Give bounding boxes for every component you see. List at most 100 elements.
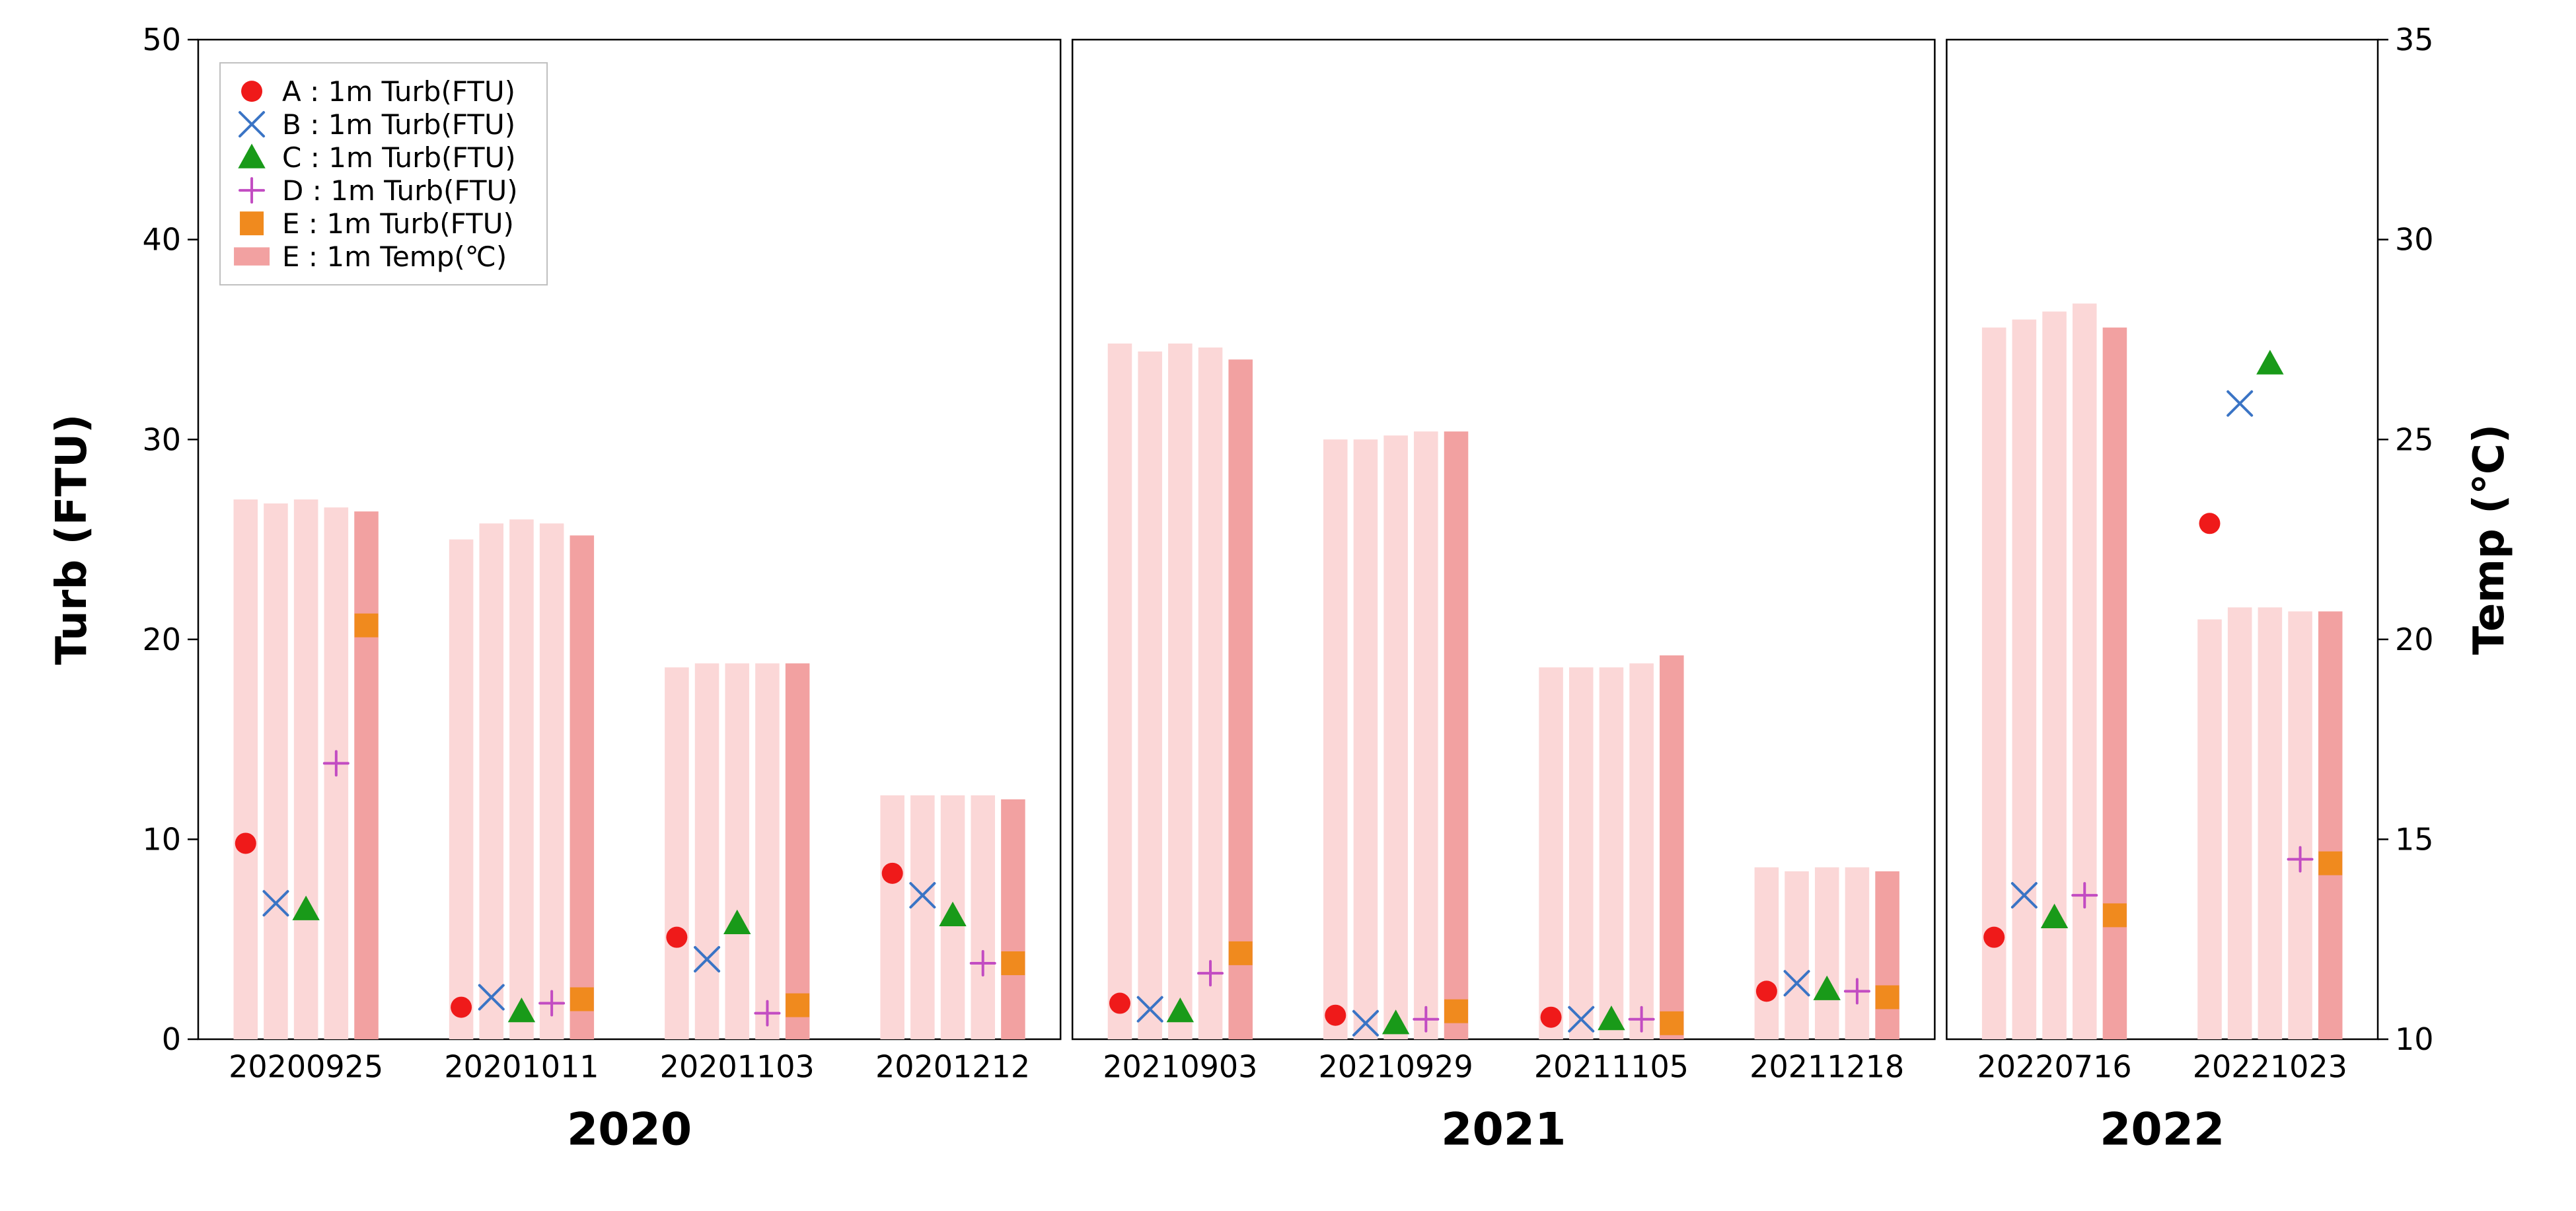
temp-bar [1629, 663, 1654, 1039]
marker-square [1444, 1000, 1468, 1023]
temp-bar [1198, 348, 1223, 1039]
marker-circle [666, 927, 687, 948]
temp-bar [2318, 611, 2343, 1039]
x-tick-label: 20220716 [1977, 1049, 2131, 1085]
temp-bar [1444, 431, 1469, 1039]
temp-bar [2197, 620, 2222, 1039]
temp-bar [294, 499, 318, 1039]
year-label: 2020 [567, 1104, 692, 1156]
temp-bar [1600, 667, 1624, 1039]
marker-circle [1541, 1007, 1562, 1028]
temp-bar [2288, 611, 2312, 1039]
y-right-tick-label: 20 [2395, 622, 2434, 657]
temp-bar [1383, 435, 1408, 1039]
legend-label: D : 1m Turb(FTU) [282, 174, 518, 207]
temp-bar [971, 795, 995, 1039]
marker-square [1229, 941, 1253, 965]
temp-bar [1755, 867, 1779, 1039]
marker-circle [2199, 513, 2220, 534]
y-left-tick-label: 10 [142, 822, 181, 858]
x-tick-label: 20201103 [660, 1049, 815, 1085]
marker-circle [1325, 1005, 1346, 1026]
x-tick-label: 20201212 [875, 1049, 1030, 1085]
y-left-tick-label: 30 [142, 422, 181, 457]
x-tick-label: 20210903 [1103, 1049, 1257, 1085]
year-label: 2022 [2100, 1104, 2225, 1156]
temp-bar [2012, 320, 2037, 1039]
temp-bar [1785, 871, 1809, 1039]
marker-square [240, 211, 264, 235]
temp-bar [2042, 312, 2067, 1039]
y-right-tick-label: 25 [2395, 422, 2434, 457]
temp-bar [1168, 344, 1193, 1039]
marker-circle [1756, 980, 1777, 1002]
marker-square [786, 994, 809, 1017]
temp-bar [2073, 303, 2097, 1039]
legend: A : 1m Turb(FTU)B : 1m Turb(FTU)C : 1m T… [220, 63, 547, 285]
temp-bar [449, 540, 474, 1040]
temp-bar [540, 523, 564, 1039]
marker-square [2318, 852, 2342, 875]
legend-label: E : 1m Temp(℃) [282, 240, 507, 273]
year-label: 2021 [1441, 1104, 1566, 1156]
y-left-tick-label: 20 [142, 622, 181, 657]
temp-bar [665, 667, 689, 1039]
y-left-tick-label: 0 [162, 1021, 181, 1057]
temp-bar [1108, 344, 1132, 1039]
temp-bar [1660, 655, 1684, 1039]
marker-square [570, 987, 594, 1011]
marker-circle [1109, 993, 1130, 1014]
chart-svg: 2020092520201011202011032020121220202021… [0, 0, 2576, 1211]
temp-bar [1001, 799, 1025, 1039]
temp-bar [1845, 867, 1870, 1039]
x-tick-label: 20210929 [1319, 1049, 1473, 1085]
x-tick-label: 20221023 [2193, 1049, 2347, 1085]
marker-square [1660, 1011, 1683, 1035]
temp-bar [1323, 439, 1348, 1039]
temp-bar [479, 523, 503, 1039]
temp-bar [2258, 607, 2283, 1039]
temp-bar [695, 663, 719, 1039]
marker-circle [1983, 927, 2005, 948]
temp-bar [1875, 871, 1899, 1039]
marker-circle [882, 863, 903, 884]
y-left-axis-label: Turb (FTU) [48, 414, 96, 665]
temp-bar [2103, 328, 2127, 1039]
x-tick-label: 20201011 [444, 1049, 599, 1085]
temp-bar [1815, 867, 1839, 1039]
y-left-tick-label: 40 [142, 222, 181, 258]
temp-bar [880, 795, 904, 1039]
y-right-axis-label: Temp (℃) [2465, 424, 2514, 655]
legend-bar-swatch [234, 247, 270, 266]
legend-label: A : 1m Turb(FTU) [282, 75, 515, 108]
temp-bar [1539, 667, 1563, 1039]
marker-circle [241, 81, 262, 102]
legend-label: E : 1m Turb(FTU) [282, 207, 514, 240]
x-tick-label: 20200925 [229, 1049, 383, 1085]
marker-square [1001, 951, 1025, 975]
temp-bar [910, 795, 935, 1039]
y-left-tick-label: 50 [142, 22, 181, 57]
marker-circle [451, 997, 472, 1018]
temp-bar [264, 503, 288, 1039]
chart-container: 2020092520201011202011032020121220202021… [0, 0, 2576, 1211]
y-right-tick-label: 15 [2395, 822, 2434, 858]
temp-bar [509, 519, 534, 1039]
temp-bar [1138, 351, 1162, 1039]
x-tick-label: 20211105 [1534, 1049, 1689, 1085]
marker-circle [235, 832, 256, 854]
y-right-tick-label: 10 [2395, 1021, 2434, 1057]
temp-bar [354, 511, 379, 1039]
temp-bar [786, 663, 810, 1039]
legend-label: C : 1m Turb(FTU) [282, 141, 516, 174]
temp-bar [1228, 359, 1253, 1039]
marker-square [2103, 903, 2127, 927]
y-right-tick-label: 35 [2395, 22, 2434, 57]
temp-bar [234, 499, 258, 1039]
temp-bar [1354, 439, 1378, 1039]
x-tick-label: 20211218 [1749, 1049, 1904, 1085]
marker-square [1876, 985, 1899, 1009]
y-right-tick-label: 30 [2395, 222, 2434, 258]
temp-bar [2228, 607, 2252, 1039]
temp-bar [570, 535, 595, 1039]
